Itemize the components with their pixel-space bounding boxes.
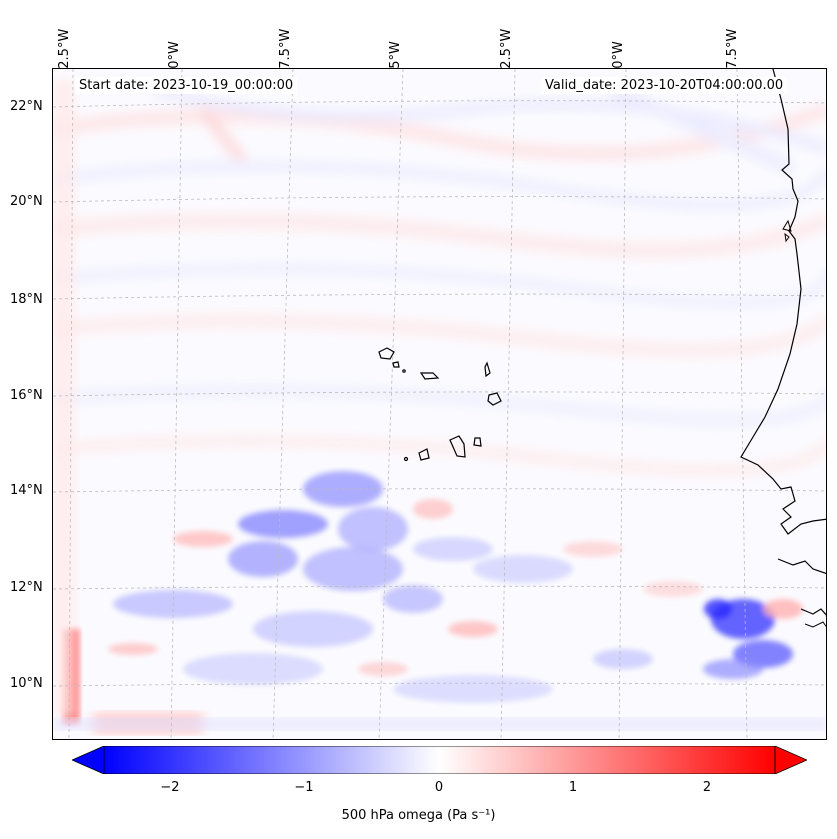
lat-label-20n: 20°N	[10, 194, 43, 209]
colorbar-gradient	[103, 746, 776, 774]
colorbar-tick-2: 2	[702, 780, 712, 795]
colorbar-extend-high	[774, 746, 807, 774]
lat-label-12n: 12°N	[10, 580, 43, 595]
background-wave-bands	[53, 82, 826, 477]
valid-date-label: Valid_date: 2023-10-20T04:00:00.00	[541, 77, 788, 94]
negative-omega-cluster-coastal	[703, 599, 803, 679]
gridlines	[53, 69, 826, 739]
west-africa-coastline	[740, 69, 826, 535]
cape-verde-islands	[378, 347, 502, 462]
colorbar-tick-neg1: −1	[294, 780, 314, 795]
lat-label-16n: 16°N	[10, 388, 43, 403]
omega-field-map	[53, 69, 826, 739]
lat-label-10n: 10°N	[10, 676, 43, 691]
colorbar-label: 500 hPa omega (Pa s⁻¹)	[341, 808, 496, 823]
map-panel	[52, 68, 827, 740]
start-date-label: Start date: 2023-10-19_00:00:00	[75, 77, 298, 94]
lat-label-18n: 18°N	[10, 292, 43, 307]
lat-label-22n: 22°N	[10, 99, 43, 114]
positive-omega-streaks	[108, 499, 703, 676]
colorbar-tick-1: 1	[568, 780, 578, 795]
colorbar-tick-0: 0	[434, 780, 444, 795]
colorbar-extend-low	[72, 746, 105, 774]
lat-label-14n: 14°N	[10, 483, 43, 498]
colorbar-tick-neg2: −2	[160, 780, 180, 795]
negative-omega-cluster-central	[113, 471, 653, 703]
colorbar	[72, 746, 807, 774]
